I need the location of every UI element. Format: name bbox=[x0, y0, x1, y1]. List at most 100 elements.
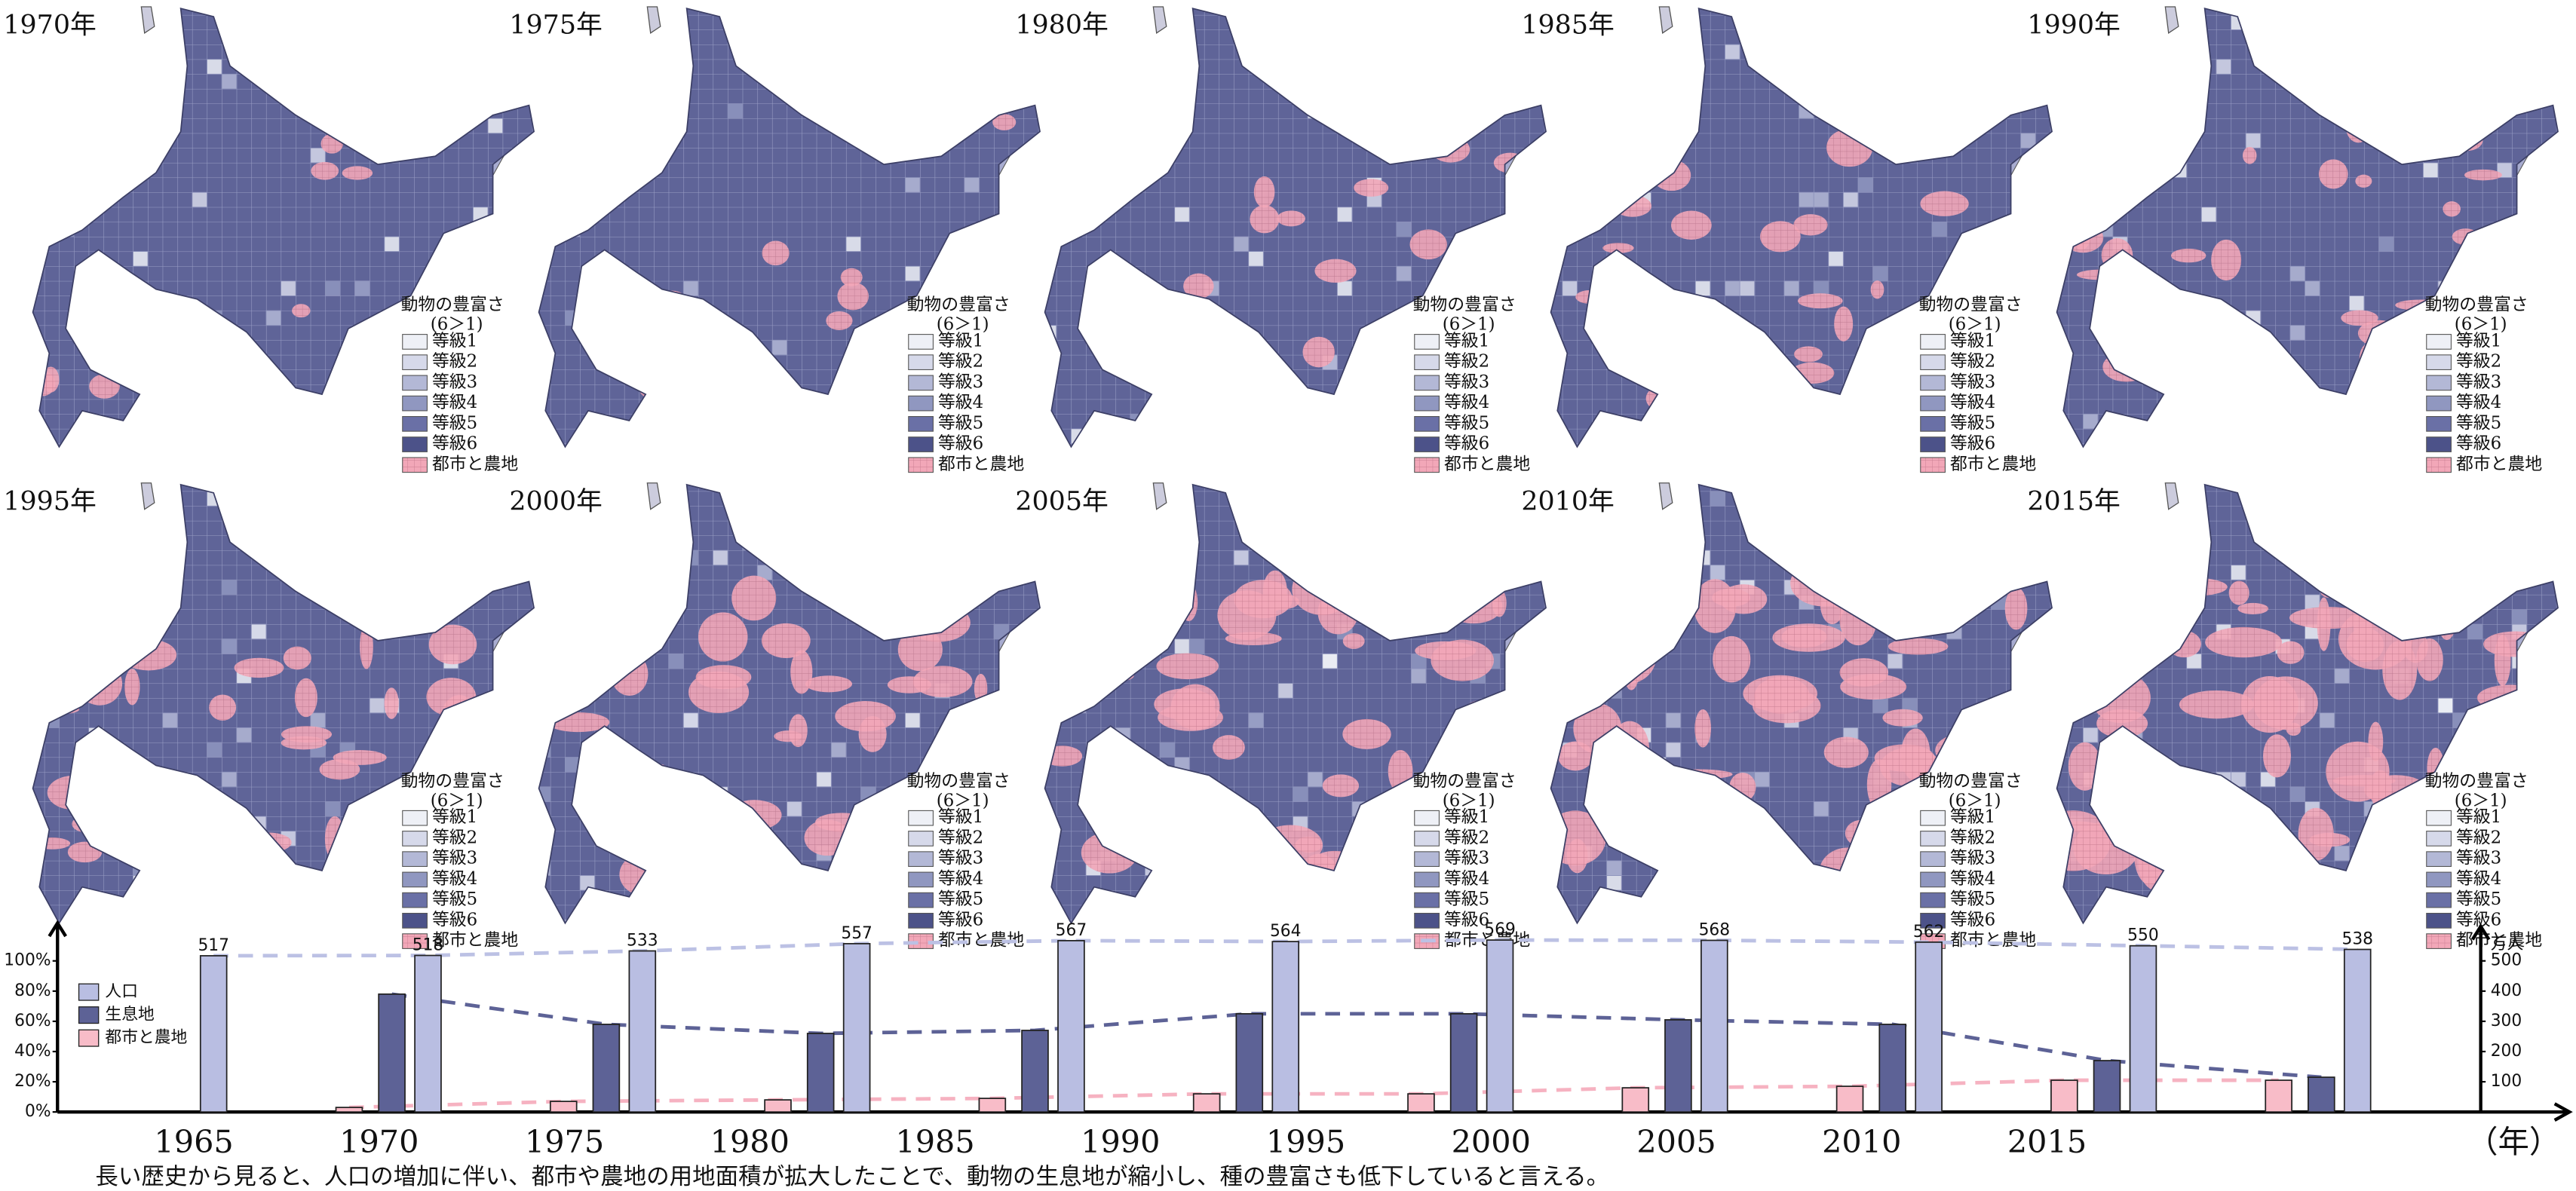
legend-swatch bbox=[2427, 458, 2452, 473]
cell bbox=[2409, 369, 2424, 384]
cell bbox=[1515, 846, 1530, 861]
cell bbox=[1529, 831, 1544, 847]
cell bbox=[728, 476, 743, 491]
urban-area bbox=[385, 687, 399, 719]
bar bbox=[1487, 940, 1513, 1112]
cell bbox=[207, 60, 222, 75]
urban-area bbox=[1156, 653, 1219, 679]
cell bbox=[1666, 29, 1681, 44]
cell bbox=[1681, 0, 1696, 15]
cell bbox=[370, 698, 385, 713]
cell bbox=[429, 610, 444, 625]
legend-swatch bbox=[909, 458, 934, 473]
cell bbox=[1397, 414, 1412, 429]
urban-area bbox=[639, 375, 671, 400]
urban-area bbox=[1104, 100, 1117, 130]
urban-area bbox=[651, 764, 672, 804]
cell bbox=[1160, 742, 1175, 758]
cell bbox=[1012, 550, 1027, 565]
legend-swatch bbox=[1921, 396, 1946, 411]
bar bbox=[1058, 941, 1084, 1112]
cell bbox=[1352, 861, 1367, 876]
cell bbox=[1500, 384, 1515, 400]
urban-area bbox=[714, 865, 746, 883]
urban-area bbox=[2347, 628, 2384, 662]
urban-area bbox=[1045, 586, 1096, 614]
cell bbox=[1411, 506, 1426, 521]
urban-area bbox=[235, 658, 284, 678]
cell bbox=[2216, 905, 2231, 920]
urban-area bbox=[92, 755, 134, 766]
legend-label: 等級5 bbox=[432, 413, 477, 433]
urban-area bbox=[1782, 626, 1827, 648]
urban-area bbox=[1919, 90, 1964, 120]
bar bbox=[1837, 1086, 1863, 1112]
cell bbox=[2216, 60, 2231, 75]
map-panel: 2000年動物の豊富さ(6＞1)等級1等級2等級3等級4等級5等級6都市と農地 bbox=[506, 476, 1040, 951]
cell bbox=[861, 801, 876, 816]
legend-label: 等級3 bbox=[432, 849, 477, 868]
urban-area bbox=[1567, 839, 1588, 873]
urban-area bbox=[1840, 658, 1888, 687]
cell bbox=[1249, 713, 1264, 728]
cell bbox=[2142, 74, 2157, 89]
urban-area bbox=[205, 369, 221, 387]
urban-area bbox=[731, 576, 776, 621]
cell bbox=[163, 713, 178, 728]
urban-area bbox=[1875, 744, 1935, 771]
cell bbox=[1411, 521, 1426, 536]
cell bbox=[595, 192, 610, 207]
urban-area bbox=[1063, 166, 1082, 176]
cell bbox=[2512, 610, 2527, 625]
legend-swatch bbox=[1921, 417, 1946, 432]
legend-swatch bbox=[2427, 355, 2452, 370]
legend-title: 動物の豊富さ bbox=[1413, 295, 1516, 314]
cell bbox=[2305, 595, 2320, 610]
legend-title: 動物の豊富さ bbox=[1919, 295, 2022, 314]
cell bbox=[2024, 222, 2039, 237]
legend-label: 等級5 bbox=[1444, 889, 1489, 909]
cell bbox=[1234, 384, 1249, 400]
urban-area bbox=[1826, 129, 1872, 167]
cell bbox=[2113, 787, 2128, 802]
cell bbox=[311, 713, 326, 728]
cell bbox=[1189, 639, 1204, 654]
urban-area bbox=[1354, 179, 1388, 197]
cell bbox=[2305, 0, 2320, 15]
cell bbox=[535, 44, 550, 60]
cell bbox=[1500, 713, 1515, 728]
cell bbox=[1533, 207, 1548, 222]
map-panel: 2005年動物の豊富さ(6＞1)等級1等級2等級3等級4等級5等級6都市と農地 bbox=[1012, 476, 1546, 951]
cell bbox=[1219, 801, 1234, 816]
cell bbox=[1621, 550, 1636, 565]
urban-area bbox=[2096, 709, 2148, 738]
cell bbox=[1873, 266, 1888, 281]
cell bbox=[325, 281, 340, 296]
cell bbox=[2349, 521, 2364, 536]
cell bbox=[787, 89, 802, 104]
legend-swatch bbox=[2427, 396, 2452, 411]
cell bbox=[1382, 506, 1397, 521]
bar bbox=[2094, 1061, 2121, 1112]
cell bbox=[654, 801, 669, 816]
cell bbox=[2364, 74, 2379, 89]
cell bbox=[74, 178, 89, 193]
cell bbox=[1607, 787, 1622, 802]
cell bbox=[325, 801, 340, 816]
urban-area bbox=[426, 678, 476, 716]
cell bbox=[964, 178, 980, 193]
cell bbox=[876, 491, 891, 507]
urban-area bbox=[1608, 115, 1623, 139]
urban-area bbox=[2241, 870, 2302, 898]
cell bbox=[517, 89, 532, 104]
cell bbox=[103, 816, 118, 831]
cell bbox=[1027, 281, 1042, 296]
cell bbox=[772, 44, 787, 60]
urban-area bbox=[1464, 700, 1512, 721]
cell bbox=[905, 266, 920, 281]
cell bbox=[2349, 60, 2364, 75]
urban-area bbox=[1694, 709, 1711, 748]
urban-area bbox=[1704, 384, 1743, 421]
bar bbox=[1272, 941, 1299, 1112]
cell bbox=[222, 580, 237, 595]
